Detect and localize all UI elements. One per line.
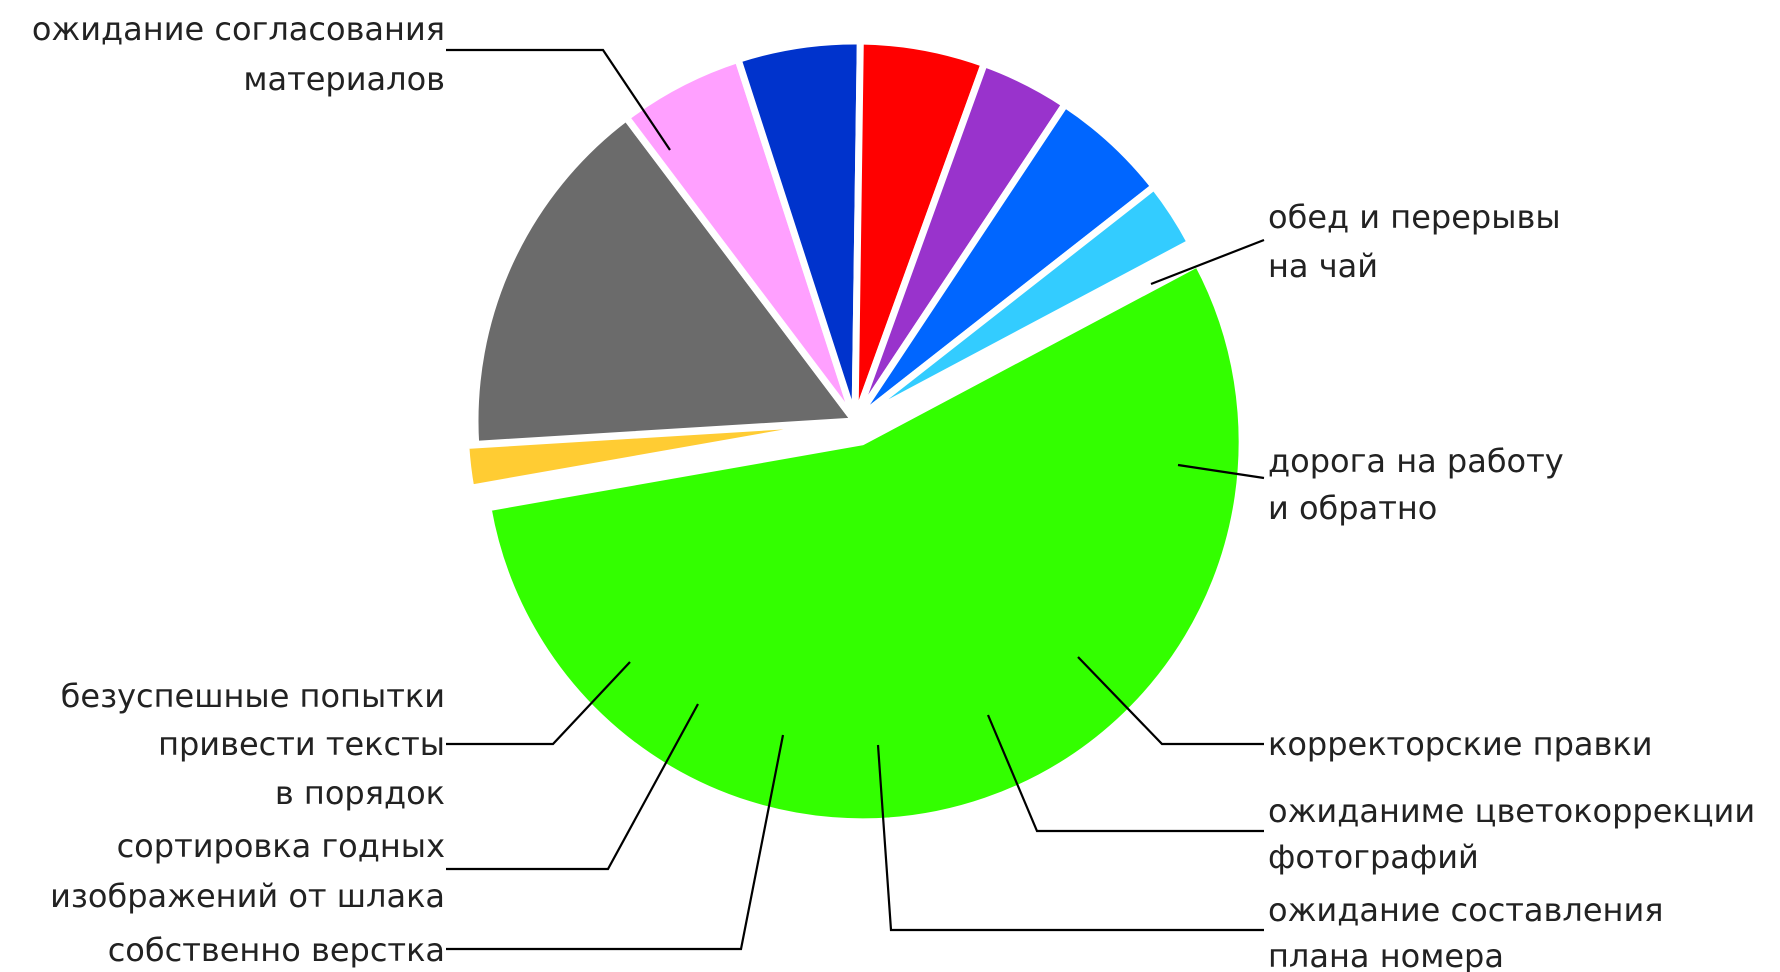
slice-label-line: ожидание согласования xyxy=(32,10,445,48)
slice-label: дорога на работу и обратно xyxy=(1268,442,1564,527)
slice-label-line: изображений от шлака xyxy=(50,877,445,915)
pie-slice xyxy=(471,114,859,448)
pie-slice xyxy=(462,418,849,492)
slice-label-line: ожидание составления xyxy=(1268,891,1664,929)
slice-label-line: безуспешные попытки xyxy=(61,677,445,715)
slice-label-line: обед и перерывы xyxy=(1268,198,1561,236)
leader-line xyxy=(1077,656,1264,746)
slice-label: ожидание согласования материалов xyxy=(32,10,445,98)
slice-labels: ожидание согласования материалов обед и пе… xyxy=(32,10,1755,972)
slice-label-line: дорога на работу xyxy=(1268,442,1564,480)
slice-label-line: фотографий xyxy=(1268,838,1479,876)
slice-label-line: и обратно xyxy=(1268,489,1437,527)
slice-label-line: материалов xyxy=(243,60,445,98)
slice-label: собственно верстка xyxy=(108,931,445,969)
slice-label: ожиданиме цветокоррекции фотографий xyxy=(1268,792,1755,876)
pie-slice xyxy=(484,259,1246,826)
slice-label-line: корректорские правки xyxy=(1268,725,1652,763)
leader-line xyxy=(446,661,631,746)
leader-line xyxy=(446,48,671,151)
pie-slices xyxy=(462,37,1246,826)
slice-label: безуспешные попытки привести тексты в поря… xyxy=(61,677,445,812)
slice-label: обед и перерывы на чай xyxy=(1268,198,1561,285)
slice-label-line: сортировка годных xyxy=(117,827,445,865)
slice-label-line: в порядок xyxy=(275,774,445,812)
slice-label-line: ожиданиме цветокоррекции xyxy=(1268,792,1755,830)
leader-line xyxy=(1177,463,1265,480)
slice-label: сортировка годных изображений от шлака xyxy=(50,827,445,915)
slice-label: корректорские правки xyxy=(1268,725,1652,763)
leader-line xyxy=(446,734,785,951)
leader-line xyxy=(986,714,1264,833)
leader-line xyxy=(876,744,1264,932)
pie-slice xyxy=(851,183,1195,425)
leader-lines xyxy=(446,48,1265,951)
slice-label: ожидание составления плана номера xyxy=(1268,891,1664,972)
leader-line xyxy=(1150,238,1265,286)
slice-label-line: плана номера xyxy=(1268,937,1504,972)
slice-label-line: собственно верстка xyxy=(108,931,445,969)
slice-label-line: на чай xyxy=(1268,247,1378,285)
leader-line xyxy=(446,703,699,871)
slice-label-line: привести тексты xyxy=(158,725,445,763)
